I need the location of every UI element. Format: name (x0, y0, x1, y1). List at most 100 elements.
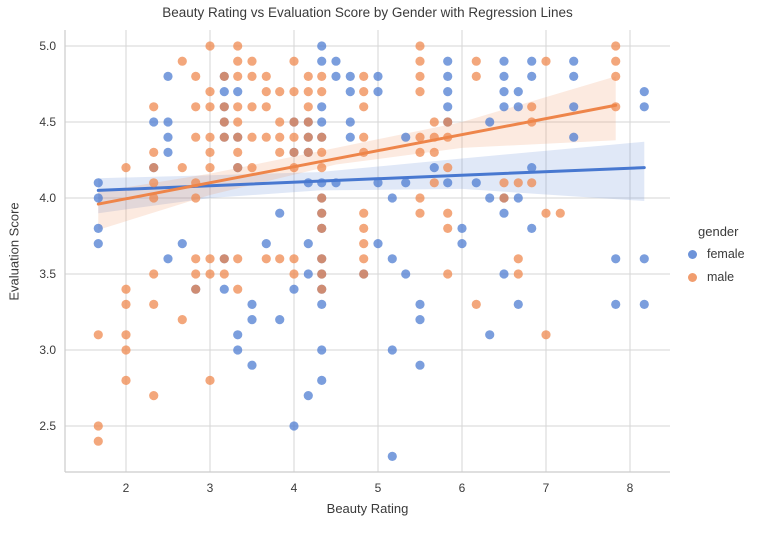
scatter-point-female (303, 269, 313, 279)
scatter-point-female (93, 223, 103, 233)
scatter-point-male (317, 163, 327, 173)
scatter-point-female (317, 178, 327, 188)
scatter-point-male (205, 41, 215, 51)
scatter-point-male (233, 147, 243, 157)
scatter-point-female (93, 178, 103, 188)
scatter-point-male (611, 56, 621, 66)
scatter-point-male (317, 269, 327, 279)
scatter-point-female (401, 178, 411, 188)
scatter-point-female (233, 345, 243, 355)
scatter-point-male (289, 87, 299, 97)
scatter-point-female (261, 239, 271, 249)
scatter-point-female (569, 71, 579, 81)
scatter-point-male (121, 330, 131, 340)
scatter-point-female (149, 117, 159, 127)
scatter-point-male (261, 254, 271, 264)
scatter-point-female (499, 269, 509, 279)
scatter-point-male (317, 223, 327, 233)
scatter-point-male (261, 71, 271, 81)
scatter-point-male (247, 132, 257, 142)
scatter-point-male (415, 208, 425, 218)
scatter-point-female (163, 71, 173, 81)
scatter-point-female (331, 56, 341, 66)
scatter-point-female (499, 208, 509, 218)
scatter-point-male (121, 299, 131, 309)
scatter-point-male (513, 254, 523, 264)
scatter-point-male (233, 163, 243, 173)
scatter-point-female (275, 208, 285, 218)
scatter-point-female (639, 299, 649, 309)
scatter-point-female (485, 330, 495, 340)
scatter-point-male (303, 71, 313, 81)
scatter-point-male (275, 254, 285, 264)
scatter-point-male (191, 269, 201, 279)
scatter-point-male (233, 102, 243, 112)
scatter-point-male (219, 269, 229, 279)
scatter-point-female (247, 299, 257, 309)
scatter-point-male (415, 87, 425, 97)
x-tick-label: 4 (291, 481, 298, 495)
scatter-point-male (359, 132, 369, 142)
scatter-point-male (471, 299, 481, 309)
y-tick-label: 3.5 (39, 267, 56, 281)
scatter-point-female (527, 163, 537, 173)
scatter-point-male (499, 193, 509, 203)
scatter-point-male (289, 132, 299, 142)
scatter-point-female (233, 87, 243, 97)
scatter-point-female (345, 117, 355, 127)
scatter-point-male (275, 132, 285, 142)
scatter-point-male (191, 71, 201, 81)
scatter-point-male (93, 421, 103, 431)
scatter-point-female (275, 315, 285, 325)
scatter-point-female (303, 178, 313, 188)
scatter-point-male (121, 375, 131, 385)
x-axis-label: Beauty Rating (326, 501, 409, 516)
scatter-point-female (373, 71, 383, 81)
scatter-point-female (443, 56, 453, 66)
scatter-point-male (443, 117, 453, 127)
scatter-point-male (303, 102, 313, 112)
scatter-point-female (527, 56, 537, 66)
scatter-point-male (247, 163, 257, 173)
scatter-point-male (275, 87, 285, 97)
scatter-point-female (457, 239, 467, 249)
scatter-point-male (443, 208, 453, 218)
scatter-point-female (569, 132, 579, 142)
scatter-point-male (177, 315, 187, 325)
scatter-point-male (359, 254, 369, 264)
scatter-point-female (163, 254, 173, 264)
scatter-point-female (93, 239, 103, 249)
scatter-point-female (163, 147, 173, 157)
scatter-point-female (387, 451, 397, 461)
scatter-point-male (233, 117, 243, 127)
scatter-point-female (387, 254, 397, 264)
scatter-point-female (499, 102, 509, 112)
scatter-point-male (261, 87, 271, 97)
scatter-point-male (317, 284, 327, 294)
scatter-point-male (499, 178, 509, 188)
scatter-point-male (205, 147, 215, 157)
scatter-point-female (415, 299, 425, 309)
scatter-point-female (219, 87, 229, 97)
scatter-point-male (121, 345, 131, 355)
scatter-point-male (317, 208, 327, 218)
scatter-point-female (373, 239, 383, 249)
scatter-point-male (149, 391, 159, 401)
scatter-point-male (149, 193, 159, 203)
scatter-point-female (639, 87, 649, 97)
scatter-point-male (121, 163, 131, 173)
scatter-point-male (527, 178, 537, 188)
scatter-point-male (303, 132, 313, 142)
scatter-point-male (205, 102, 215, 112)
scatter-point-male (191, 132, 201, 142)
scatter-point-female (317, 299, 327, 309)
scatter-point-male (611, 102, 621, 112)
scatter-point-male (233, 41, 243, 51)
scatter-point-male (233, 56, 243, 66)
scatter-point-male (317, 87, 327, 97)
scatter-point-male (317, 71, 327, 81)
x-tick-label: 2 (123, 481, 130, 495)
scatter-point-female (401, 269, 411, 279)
scatter-point-female (317, 56, 327, 66)
